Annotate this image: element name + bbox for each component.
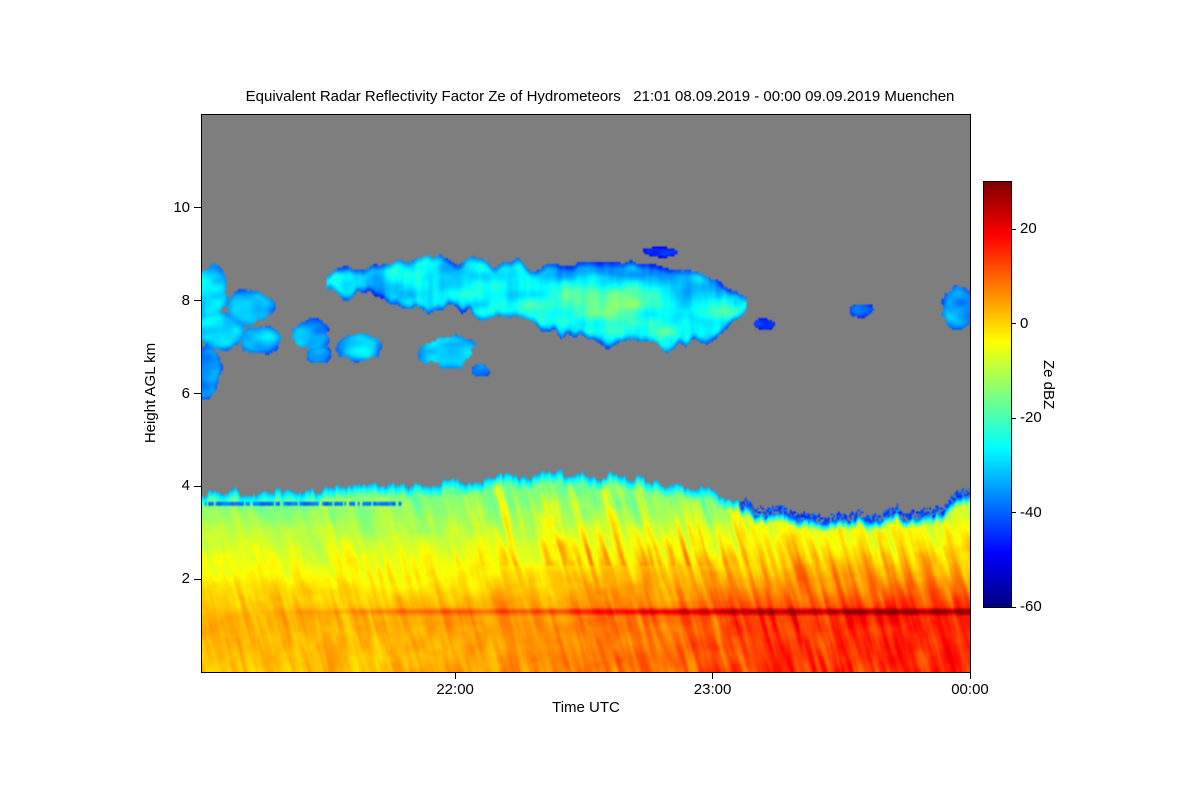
colorbar-tick xyxy=(1011,323,1016,325)
colorbar: 20 0 -20 -40 -60 xyxy=(983,181,1042,615)
colorbar-label: Ze dBZ xyxy=(1040,360,1057,410)
y-axis-tick xyxy=(194,300,201,302)
x-tick-label: 22:00 xyxy=(436,681,474,698)
y-tick-label: 6 xyxy=(181,384,190,402)
y-axis-tick xyxy=(194,485,201,487)
colorbar-tick xyxy=(1011,512,1016,514)
colorbar-tick-label: 0 xyxy=(1020,314,1029,332)
colorbar-tick xyxy=(1011,417,1016,419)
chart-title: Equivalent Radar Reflectivity Factor Ze … xyxy=(245,88,955,105)
colorbar-tick xyxy=(1011,228,1016,230)
colorbar-tick-label: -40 xyxy=(1020,503,1042,521)
x-axis-label: Time UTC xyxy=(552,699,620,716)
x-axis-tick xyxy=(454,672,456,679)
x-axis-tick xyxy=(712,672,714,679)
y-tick-label: 10 xyxy=(173,198,190,216)
colorbar-tick xyxy=(1011,606,1016,608)
colorbar-tick-label: -60 xyxy=(1020,598,1042,615)
plot-area: 22:00 23:00 00:00 2 4 6 8 10 xyxy=(173,114,989,698)
x-tick-label: 00:00 xyxy=(951,681,989,698)
colorbar-tick-label: 20 xyxy=(1020,220,1037,238)
y-axis-tick xyxy=(194,393,201,394)
y-axis-tick xyxy=(194,578,201,580)
x-tick-label: 23:00 xyxy=(693,681,732,698)
reflectivity-heatmap-canvas xyxy=(202,115,970,672)
y-axis-label: Height AGL km xyxy=(142,342,159,444)
y-axis-tick xyxy=(194,207,201,209)
colorbar-tick-label: -20 xyxy=(1020,409,1042,427)
y-tick-label: 4 xyxy=(181,477,190,495)
x-axis-tick xyxy=(969,672,971,679)
colorbar-gradient-canvas xyxy=(984,182,1011,607)
y-tick-label: 2 xyxy=(181,570,190,588)
y-tick-label: 8 xyxy=(181,291,190,309)
